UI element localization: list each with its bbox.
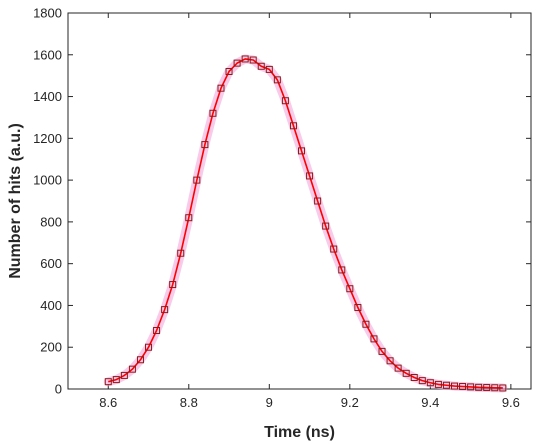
data-point [314,197,322,205]
data-point [225,67,233,75]
data-point [145,343,153,351]
data-point [185,214,193,222]
data-point [475,383,483,391]
y-tick-label: 1400 [33,89,62,104]
data-point [298,147,306,155]
data-point [136,356,144,364]
data-point [161,306,169,314]
data-point [257,62,265,70]
data-point [104,378,112,386]
plot-area: 8.6 8.8 9 9.2 9.4 9.6 0 200 400 600 800 1000 1200 14… [33,6,532,410]
data-point [120,371,128,379]
data-point [459,382,467,390]
data-point [451,382,458,390]
x-tick-label: 8.6 [99,395,117,410]
y-tick-label: 600 [40,256,62,271]
x-tick-label: 8.8 [180,395,198,410]
data-point [426,379,434,387]
data-point [330,245,338,253]
y-tick-label: 1800 [33,6,62,21]
data-point [338,266,346,274]
data-point [153,327,161,335]
y-tick-label: 800 [40,214,62,229]
x-tick-label: 9.4 [421,395,439,410]
y-tick-label: 1000 [33,173,62,188]
x-tick-label: 9.2 [341,395,359,410]
data-point [346,285,354,293]
data-point [112,376,120,384]
data-point [410,374,418,382]
series-line [108,58,503,389]
y-tick-label: 1600 [33,47,62,62]
data-point [193,176,201,184]
data-point [281,97,289,105]
data-point [249,56,257,64]
x-ticks: 8.6 8.8 9 9.2 9.4 9.6 [99,13,520,410]
data-point [217,84,225,92]
data-point [169,281,177,289]
y-tick-label: 400 [40,298,62,313]
data-point [499,384,507,392]
data-point [418,377,426,385]
data-point [289,122,297,130]
data-point [483,384,491,392]
data-point [209,109,217,117]
data-point [491,384,499,392]
data-point [402,369,410,377]
data-point [362,320,370,328]
data-point [394,364,402,372]
y-tick-label: 1200 [33,131,62,146]
data-point [386,357,394,365]
data-point [322,222,330,230]
data-point [128,365,136,373]
data-point [354,304,362,312]
data-series [103,54,508,393]
data-point [201,141,209,149]
data-point [177,249,185,257]
data-point [241,55,249,63]
data-point [306,172,314,180]
axes-box [67,12,532,390]
x-axis-label: Time (ns) [264,424,335,441]
y-axis-label: Number of hits (a.u.) [7,123,24,279]
x-tick-label: 9.6 [502,395,520,410]
y-tick-label: 200 [40,340,62,355]
data-point [442,381,450,389]
data-point [233,59,241,67]
y-tick-label: 0 [55,382,62,397]
data-point [265,65,273,73]
data-point [378,347,386,355]
data-point [370,335,378,343]
data-point [467,383,475,391]
data-point [434,380,442,388]
data-point [273,76,281,84]
x-tick-label: 9 [266,395,273,410]
y-ticks: 0 200 400 600 800 1000 1200 1400 1600 1800 [33,6,531,397]
